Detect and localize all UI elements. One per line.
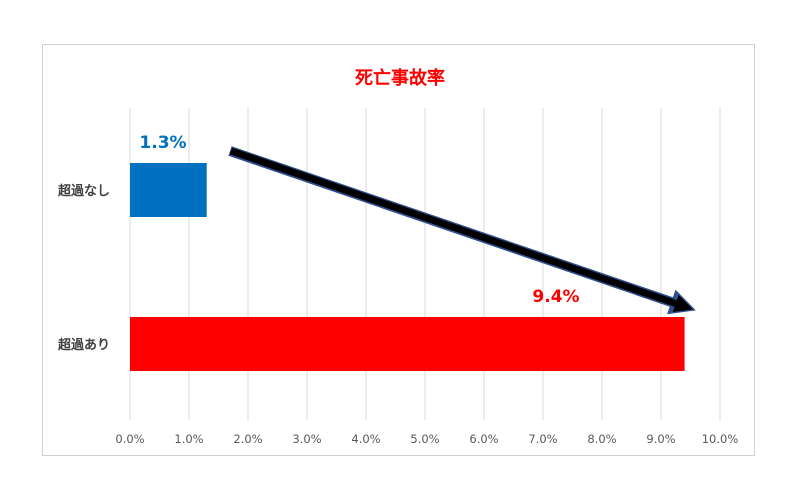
- category-label: 超過あり: [58, 337, 110, 353]
- x-tick-label: 3.0%: [292, 432, 321, 446]
- x-tick-label: 1.0%: [174, 432, 203, 446]
- x-tick-label: 7.0%: [528, 432, 557, 446]
- x-tick-label: 4.0%: [351, 432, 380, 446]
- chart-title: 死亡事故率: [355, 67, 445, 89]
- arrow-icon: [229, 147, 693, 313]
- x-tick-label: 10.0%: [702, 432, 739, 446]
- chart-frame: [42, 44, 755, 456]
- x-tick-label: 0.0%: [115, 432, 144, 446]
- x-tick-label: 8.0%: [587, 432, 616, 446]
- bars: [130, 163, 685, 371]
- data-labels: 1.3% 9.4%: [139, 133, 579, 307]
- data-label: 9.4%: [532, 287, 579, 307]
- x-tick-label: 9.0%: [646, 432, 675, 446]
- x-axis-ticks: 0.0% 1.0% 2.0% 3.0% 4.0% 5.0% 6.0% 7.0% 8.0% 9.0%…: [115, 432, 738, 446]
- category-label: 超過なし: [58, 183, 110, 199]
- x-tick-label: 5.0%: [410, 432, 439, 446]
- gridlines: [129, 108, 721, 420]
- bar: [130, 317, 685, 371]
- x-tick-label: 2.0%: [233, 432, 262, 446]
- data-label: 1.3%: [139, 133, 186, 153]
- trend-arrow: [228, 146, 696, 315]
- x-tick-label: 6.0%: [469, 432, 498, 446]
- bar: [130, 163, 207, 217]
